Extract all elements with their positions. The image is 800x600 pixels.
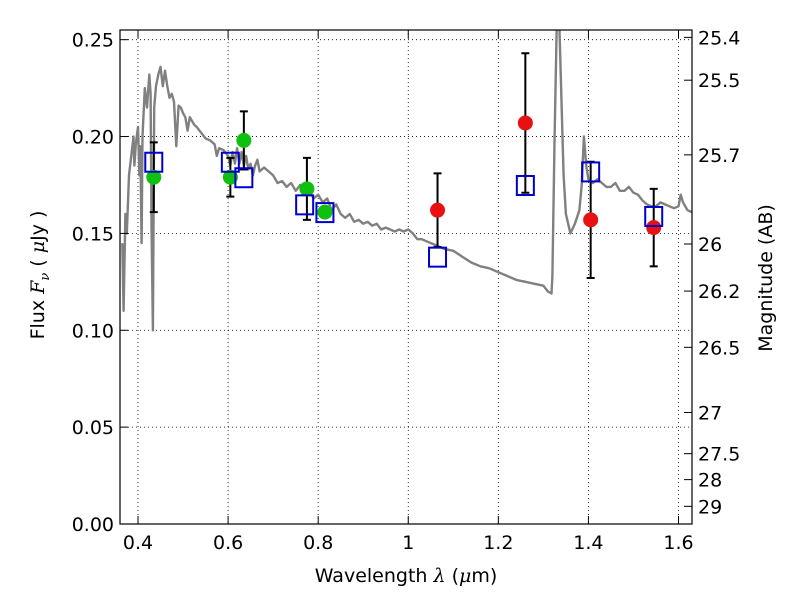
y2-axis-label: Magnitude (AB) [755, 204, 777, 352]
y-label-text: ( [27, 253, 49, 273]
data-point [222, 169, 238, 185]
model-point [428, 246, 448, 268]
y-tick-label: 0.10 [72, 320, 114, 342]
template-spectrum-layer [121, 30, 692, 332]
grid-lines [120, 30, 692, 525]
y-label-symbol: F [27, 280, 49, 295]
y-label-text: Flux [27, 294, 49, 340]
y-tick-label: 0.20 [72, 127, 114, 149]
y-tick-label: 0.05 [72, 417, 114, 439]
x-label-text: Wavelength [315, 565, 434, 587]
spectrum-line [121, 30, 692, 332]
x-label-symbol: μ [459, 565, 471, 587]
x-label-symbol: λ [432, 565, 445, 587]
x-tick-label: 0.8 [303, 532, 333, 554]
x-label-text: m) [471, 565, 497, 587]
data-point [517, 115, 533, 131]
model-point [581, 161, 601, 183]
x-tick-label: 1.4 [573, 532, 603, 554]
data-point [299, 181, 315, 197]
x-tick-label: 0.4 [123, 532, 153, 554]
plot-frame [119, 29, 693, 525]
x-tick-label: 0.6 [213, 532, 243, 554]
y-tick-label: 0.25 [72, 30, 114, 52]
data-point [646, 220, 662, 236]
y2-tick-label: 27.5 [698, 444, 740, 466]
data-point [317, 204, 333, 220]
data-point [146, 169, 162, 185]
y2-tick-label: 25.7 [698, 145, 740, 167]
y-label-symbol: μ [27, 241, 49, 253]
model-point [220, 151, 240, 173]
y2-tick-label: 27 [698, 403, 722, 425]
model-point [515, 174, 535, 196]
x-tick-label: 1.2 [483, 532, 513, 554]
y-label-text: Jy ) [27, 211, 49, 242]
y-tick-label: 0.15 [72, 223, 114, 245]
data-point [583, 212, 599, 228]
x-label-text: ( [446, 565, 459, 587]
y-tick-label: 0.00 [72, 514, 114, 536]
data-markers-layer [144, 115, 664, 268]
y2-tick-label: 26 [698, 234, 722, 256]
y-axis-label: Flux Fν ( μJy ) [27, 211, 53, 340]
y2-tick-label: 25.4 [698, 27, 740, 49]
y2-tick-label: 26.2 [698, 281, 740, 303]
y-label-subscript: ν [38, 273, 53, 281]
axes-box [119, 29, 693, 525]
axis-ticks: 0.4 0.6 0.8 1 1.2 1.4 1.6 0.00 0.05 0.10 0.15 0.20 0… [72, 27, 741, 554]
y2-tick-label: 29 [698, 496, 722, 518]
data-point [236, 132, 252, 148]
model-point [315, 202, 335, 224]
data-point [430, 202, 446, 218]
model-point [644, 205, 664, 227]
y2-tick-label: 28 [698, 470, 722, 492]
y2-tick-label: 26.5 [698, 337, 740, 359]
model-point [234, 167, 254, 189]
x-axis-label: Wavelength λ (μm) [315, 565, 498, 587]
y2-tick-label: 25.5 [698, 70, 740, 92]
x-tick-label: 1 [402, 532, 414, 554]
model-point [295, 194, 315, 216]
x-tick-label: 1.6 [663, 532, 693, 554]
model-point [144, 151, 164, 173]
